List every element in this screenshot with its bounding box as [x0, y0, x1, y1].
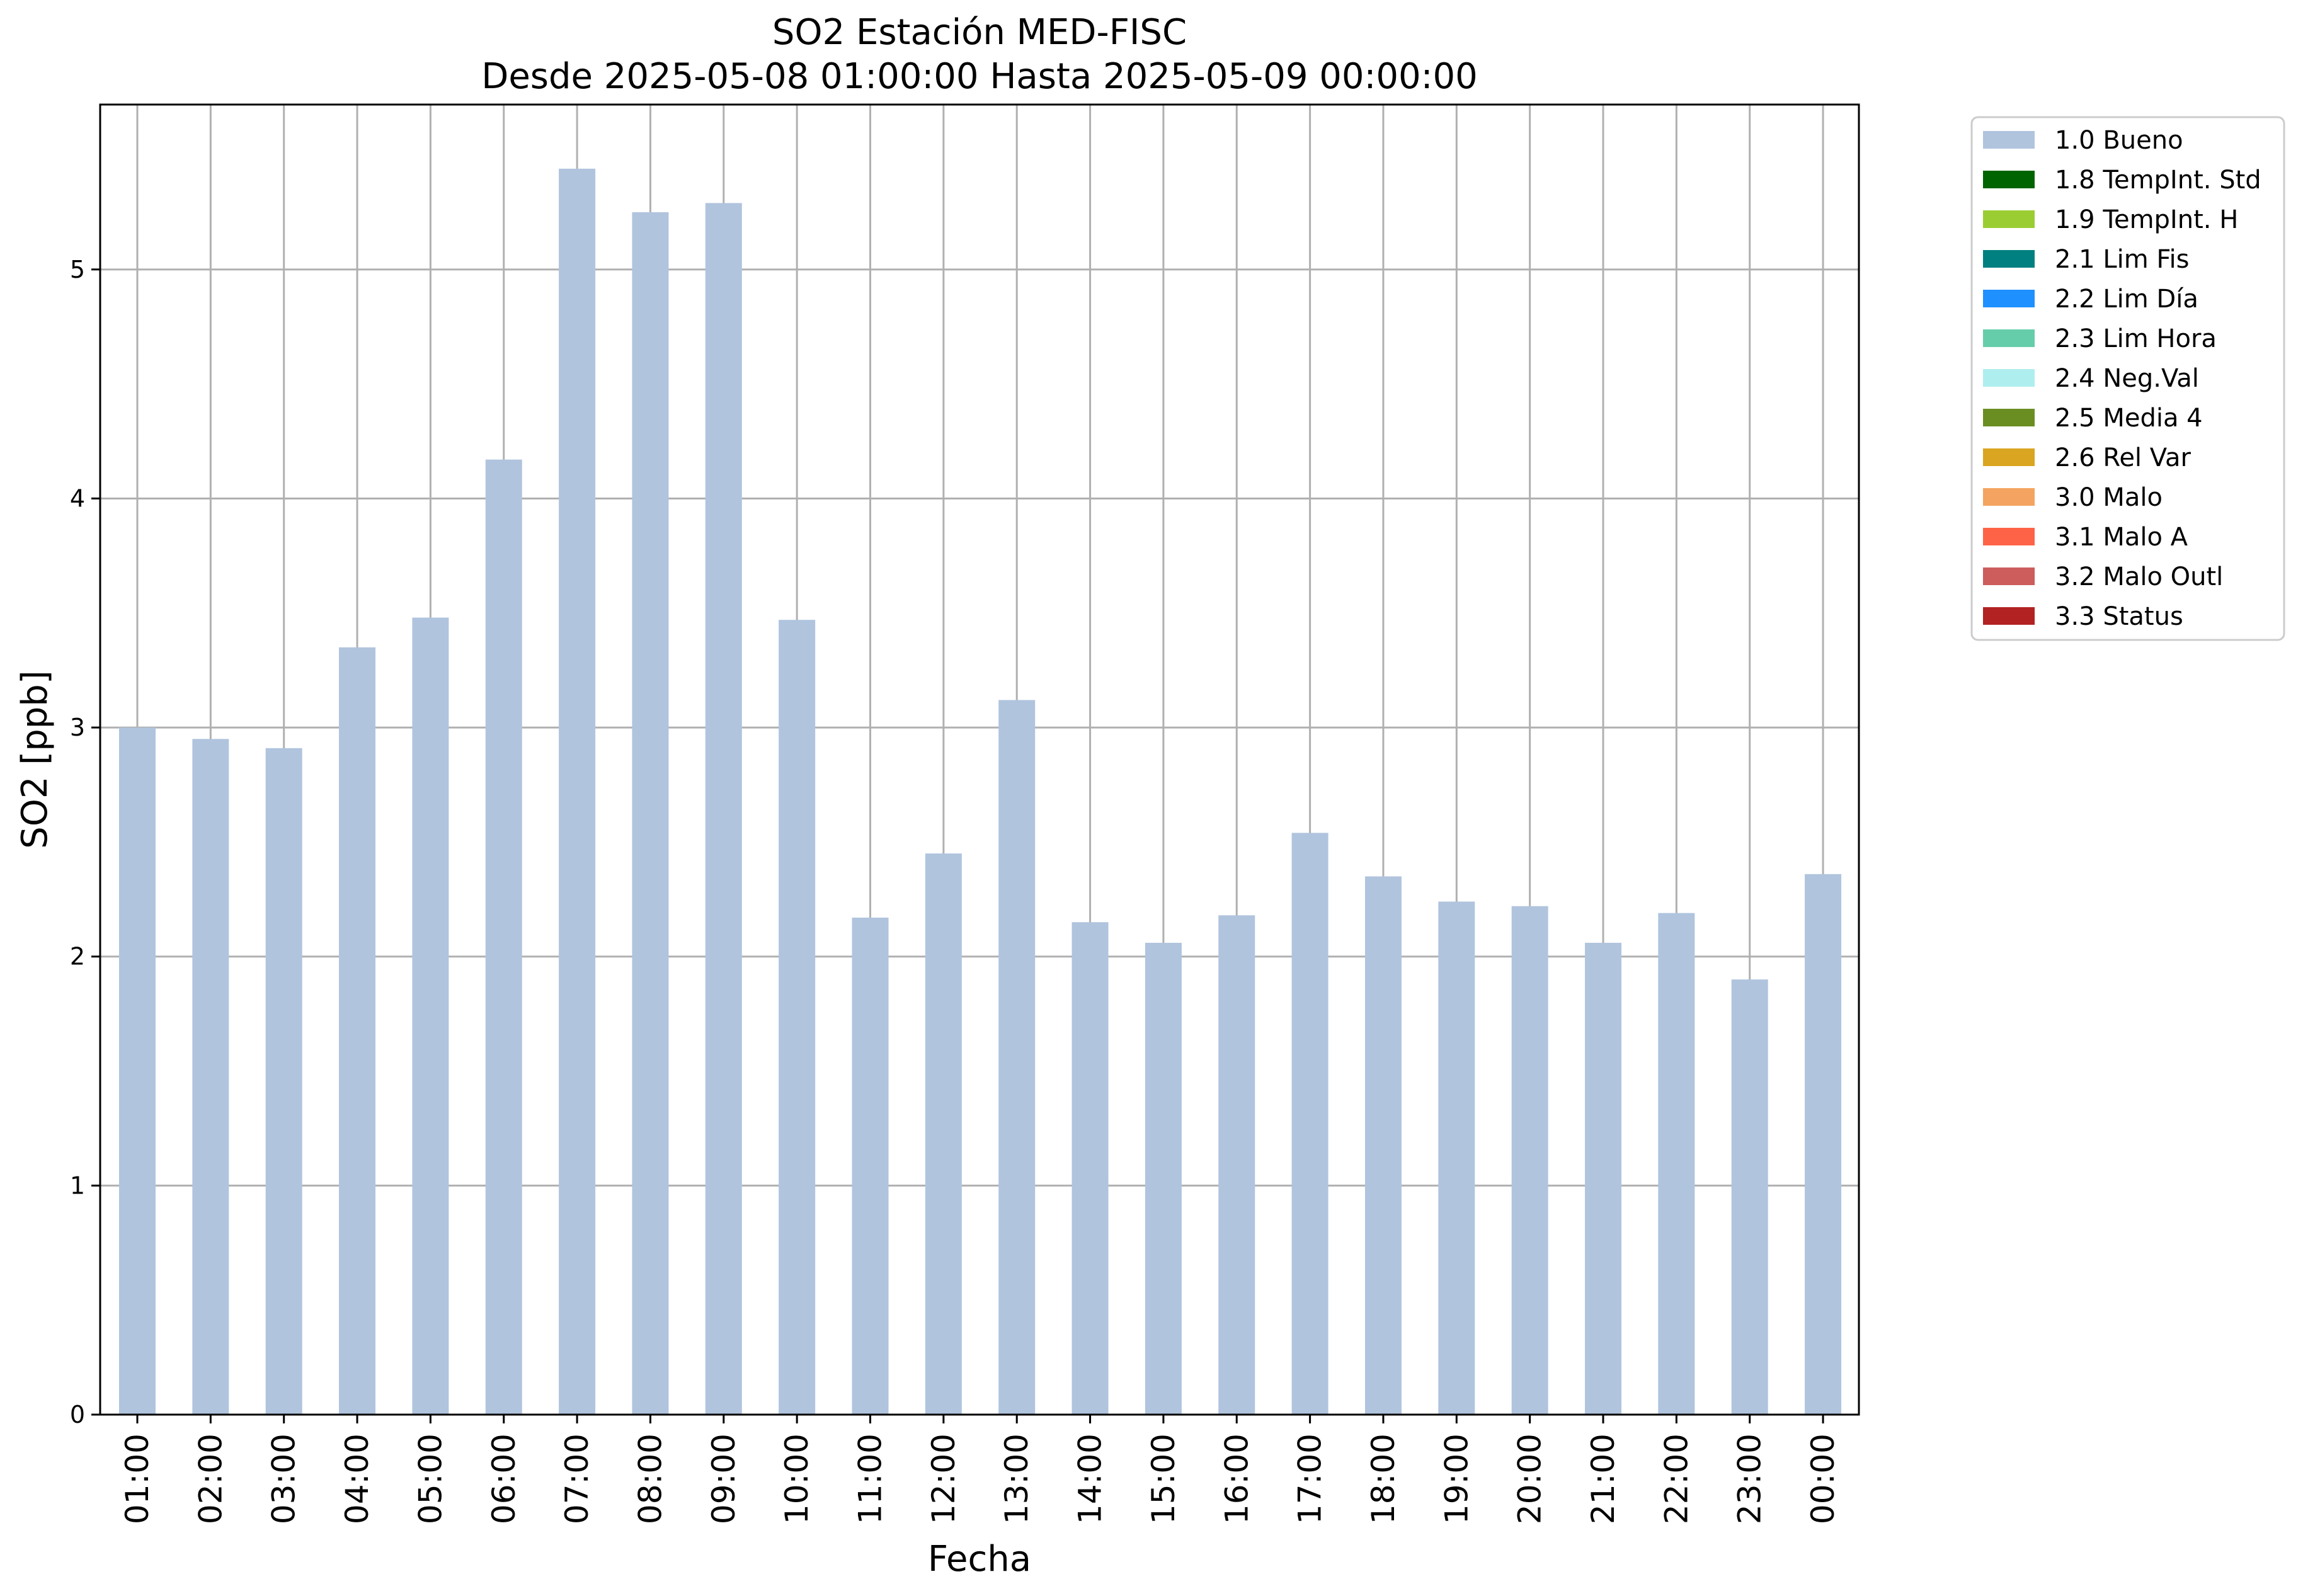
- legend-label: 1.9 TempInt. H: [2055, 205, 2238, 234]
- legend-label: 3.2 Malo Outl: [2055, 562, 2223, 591]
- x-tick-label: 03:00: [266, 1434, 302, 1524]
- bar-0800: [632, 212, 669, 1415]
- legend-label: 2.3 Lim Hora: [2055, 324, 2217, 353]
- x-tick-label: 05:00: [412, 1434, 449, 1524]
- x-tick-label: 01:00: [119, 1434, 156, 1524]
- bar-2200: [1658, 913, 1695, 1415]
- y-tick-label: 2: [70, 943, 85, 971]
- x-tick-label: 11:00: [852, 1434, 889, 1524]
- x-tick-label: 23:00: [1732, 1434, 1768, 1524]
- x-axis-ticks: 01:00 02:00 03:00 04:00 05:00 06:00 07:00 08:00…: [119, 1415, 1841, 1524]
- bar-0600: [485, 459, 522, 1415]
- x-tick-label: 09:00: [706, 1434, 742, 1524]
- legend-swatch: [1983, 290, 2035, 307]
- legend-label: 2.4 Neg.Val: [2055, 364, 2199, 393]
- legend-swatch: [1983, 329, 2035, 347]
- bar-0200: [192, 739, 229, 1415]
- x-tick-label: 08:00: [632, 1434, 668, 1524]
- y-axis-label: SO2 [ppb]: [14, 670, 55, 848]
- bar-1700: [1291, 833, 1329, 1415]
- chart-subtitle: Desde 2025-05-08 01:00:00 Hasta 2025-05-…: [481, 56, 1478, 97]
- legend-label: 3.3 Status: [2055, 602, 2183, 631]
- x-tick-label: 14:00: [1072, 1434, 1109, 1524]
- legend-label: 2.1 Lim Fis: [2055, 245, 2189, 274]
- legend-items: 1.0 Bueno 1.8 TempInt. Std 1.9 TempInt. H 2…: [1983, 126, 2261, 631]
- bar-0300: [265, 748, 302, 1415]
- y-tick-label: 5: [70, 256, 85, 283]
- legend-swatch: [1983, 528, 2035, 545]
- x-tick-label: 06:00: [486, 1434, 522, 1524]
- x-tick-label: 16:00: [1218, 1434, 1255, 1524]
- x-tick-label: 20:00: [1512, 1434, 1548, 1524]
- bar-1400: [1071, 922, 1109, 1415]
- bar-2100: [1585, 942, 1621, 1415]
- bar-1200: [925, 853, 962, 1415]
- legend: 1.0 Bueno 1.8 TempInt. Std 1.9 TempInt. H 2…: [1970, 116, 2285, 641]
- legend-label: 3.0 Malo: [2055, 483, 2163, 512]
- y-tick-label: 4: [70, 484, 85, 512]
- y-tick-label: 1: [70, 1171, 85, 1199]
- legend-label: 2.2 Lim Día: [2055, 285, 2198, 314]
- legend-swatch: [1983, 448, 2035, 466]
- x-tick-label: 04:00: [339, 1434, 375, 1524]
- x-tick-label: 15:00: [1145, 1434, 1182, 1524]
- bar-1100: [852, 917, 889, 1415]
- x-tick-label: 13:00: [998, 1434, 1035, 1524]
- y-tick-label: 3: [70, 714, 85, 741]
- x-tick-label: 22:00: [1658, 1434, 1694, 1524]
- bar-0100: [119, 727, 156, 1415]
- legend-swatch: [1983, 369, 2035, 387]
- bar-1000: [779, 620, 816, 1415]
- legend-swatch: [1983, 171, 2035, 188]
- bar-1800: [1364, 876, 1402, 1415]
- bar-0500: [412, 617, 449, 1415]
- bar-2000: [1511, 906, 1548, 1415]
- legend-swatch: [1983, 250, 2035, 268]
- legend-label: 3.1 Malo A: [2055, 523, 2188, 552]
- legend-swatch: [1983, 131, 2035, 149]
- legend-label: 1.8 TempInt. Std: [2055, 166, 2261, 195]
- x-tick-label: 00:00: [1805, 1434, 1841, 1524]
- x-tick-label: 19:00: [1438, 1434, 1475, 1524]
- x-tick-label: 21:00: [1585, 1434, 1621, 1524]
- bar-0900: [705, 203, 742, 1415]
- bar-1300: [998, 700, 1036, 1415]
- y-tick-label: 0: [70, 1401, 85, 1428]
- legend-label: 1.0 Bueno: [2055, 126, 2183, 155]
- x-tick-label: 12:00: [925, 1434, 962, 1524]
- x-tick-label: 17:00: [1292, 1434, 1329, 1524]
- bar-1900: [1438, 901, 1475, 1415]
- x-tick-label: 10:00: [779, 1434, 815, 1524]
- plot-frame: [99, 103, 1860, 1416]
- x-tick-label: 07:00: [559, 1434, 595, 1524]
- legend-swatch: [1983, 607, 2035, 625]
- legend-swatch: [1983, 409, 2035, 426]
- chart-title: SO2 Estación MED-FISC: [772, 12, 1187, 53]
- x-axis-label: Fecha: [928, 1539, 1031, 1580]
- legend-swatch: [1983, 210, 2035, 228]
- legend-swatch: [1983, 567, 2035, 585]
- bars: [119, 168, 1842, 1415]
- bar-0000: [1805, 874, 1842, 1415]
- legend-swatch: [1983, 488, 2035, 506]
- bar-0400: [339, 647, 376, 1415]
- x-tick-label: 02:00: [192, 1434, 229, 1524]
- legend-box: [1970, 116, 2285, 641]
- y-axis-ticks: 0 1 2 3 4 5: [70, 256, 100, 1428]
- bar-1500: [1145, 942, 1182, 1415]
- bar-0700: [559, 168, 596, 1415]
- legend-label: 2.5 Media 4: [2055, 404, 2203, 433]
- bar-1600: [1218, 915, 1255, 1415]
- x-tick-label: 18:00: [1365, 1434, 1402, 1524]
- legend-label: 2.6 Rel Var: [2055, 443, 2192, 472]
- bar-2300: [1731, 979, 1768, 1415]
